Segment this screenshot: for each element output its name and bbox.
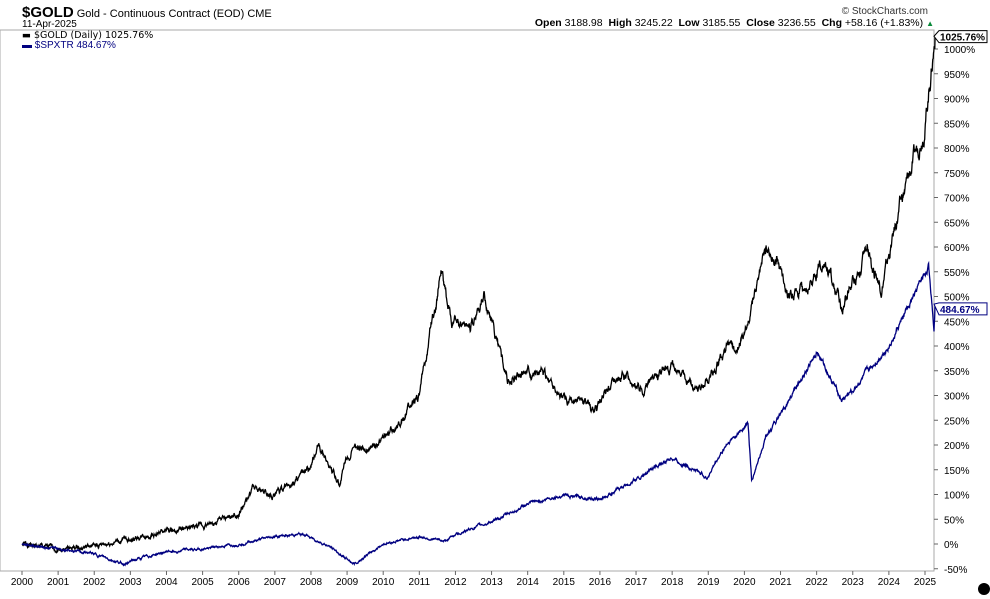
y-tick-label: 50% [944,515,964,526]
y-tick-label: 300% [944,392,970,403]
y-tick-label: 950% [944,70,970,81]
x-tick-label: 2004 [155,577,178,588]
legend-spxtr: ▬ $SPXTR 484.67% [22,40,116,51]
x-tick-label: 2024 [878,577,901,588]
x-tick-label: 2002 [83,577,106,588]
y-tick-label: 1000% [944,45,975,56]
y-tick-label: 350% [944,367,970,378]
x-tick-label: 2015 [553,577,576,588]
open-label: Open [534,17,562,29]
x-tick-label: 2014 [517,577,540,588]
y-tick-label: 900% [944,95,970,106]
y-tick-label: 150% [944,466,970,477]
x-tick-label: 2007 [264,577,287,588]
last-value-tag [933,302,988,316]
x-tick-label: 2010 [372,577,395,588]
y-tick-label: 0% [944,540,959,551]
y-tick-label: 550% [944,268,970,279]
y-tick-label: 400% [944,342,970,353]
y-tick-label: 800% [944,144,970,155]
legend-gold: ▬ $GOLD (Daily) 1025.76% [22,30,154,41]
low-label: Low [678,17,700,29]
x-tick-label: 2011 [409,577,431,588]
open-value: 3188.98 [564,17,603,29]
y-tick-label: 650% [944,218,970,229]
series-line-gold [21,36,936,554]
symbol: $GOLD [22,4,74,21]
x-tick-label: 2020 [733,577,756,588]
x-tick-label: 2001 [47,577,70,588]
x-tick-label: 2005 [191,577,214,588]
x-tick-label: 2023 [842,577,865,588]
y-tick-label: 500% [944,293,970,304]
legend: ▬ $GOLD (Daily) 1025.76% ▬ $SPXTR 484.67… [22,31,153,51]
scroll-dot [978,583,990,595]
high-label: High [608,17,632,29]
low-value: 3185.55 [702,17,741,29]
x-tick-label: 2019 [697,577,720,588]
x-tick-label: 2025 [914,577,937,588]
instrument-name: Gold - Continuous Contract (EOD) [76,8,245,20]
up-triangle-icon: ▲ [926,19,934,28]
y-tick-label: 250% [944,416,970,427]
y-tick-label: 600% [944,243,970,254]
y-tick-label: 450% [944,317,970,328]
x-tick-label: 2009 [336,577,359,588]
x-tick-label: 2003 [119,577,142,588]
last-value-tag [933,30,988,44]
y-tick-label: 750% [944,169,970,180]
y-tick-label: 700% [944,194,970,205]
copyright: © StockCharts.com [841,6,928,17]
x-tick-label: 2022 [806,577,829,588]
chg-label: Chg [821,17,842,29]
close-label: Close [746,17,775,29]
chart-date: 11-Apr-2025 [22,19,77,30]
x-tick-label: 2013 [480,577,503,588]
y-tick-label: 200% [944,441,970,452]
x-tick-label: 2012 [444,577,467,588]
chg-value: +58.16 (+1.83%) [844,17,924,29]
chart-title: $GOLD Gold - Continuous Contract (EOD) C… [22,4,272,21]
last-value-label: 484.67% [940,305,980,316]
high-value: 3245.22 [634,17,673,29]
x-tick-label: 2021 [769,577,792,588]
x-tick-label: 2006 [228,577,251,588]
last-value-label: 1025.76% [940,33,985,44]
x-tick-label: 2017 [625,577,648,588]
y-tick-label: 100% [944,491,970,502]
x-tick-label: 2018 [661,577,684,588]
x-tick-label: 2008 [300,577,323,588]
ohlc-bar: Open 3188.98 High 3245.22 Low 3185.55 Cl… [535,17,934,30]
close-value: 3236.55 [777,17,816,29]
x-tick-label: 2000 [11,577,34,588]
y-tick-label: -50% [944,565,967,576]
exchange: CME [247,8,272,20]
plot-frame [0,29,935,572]
x-tick-label: 2016 [589,577,612,588]
y-tick-label: 850% [944,119,970,130]
series-line-spxtr [21,260,936,567]
